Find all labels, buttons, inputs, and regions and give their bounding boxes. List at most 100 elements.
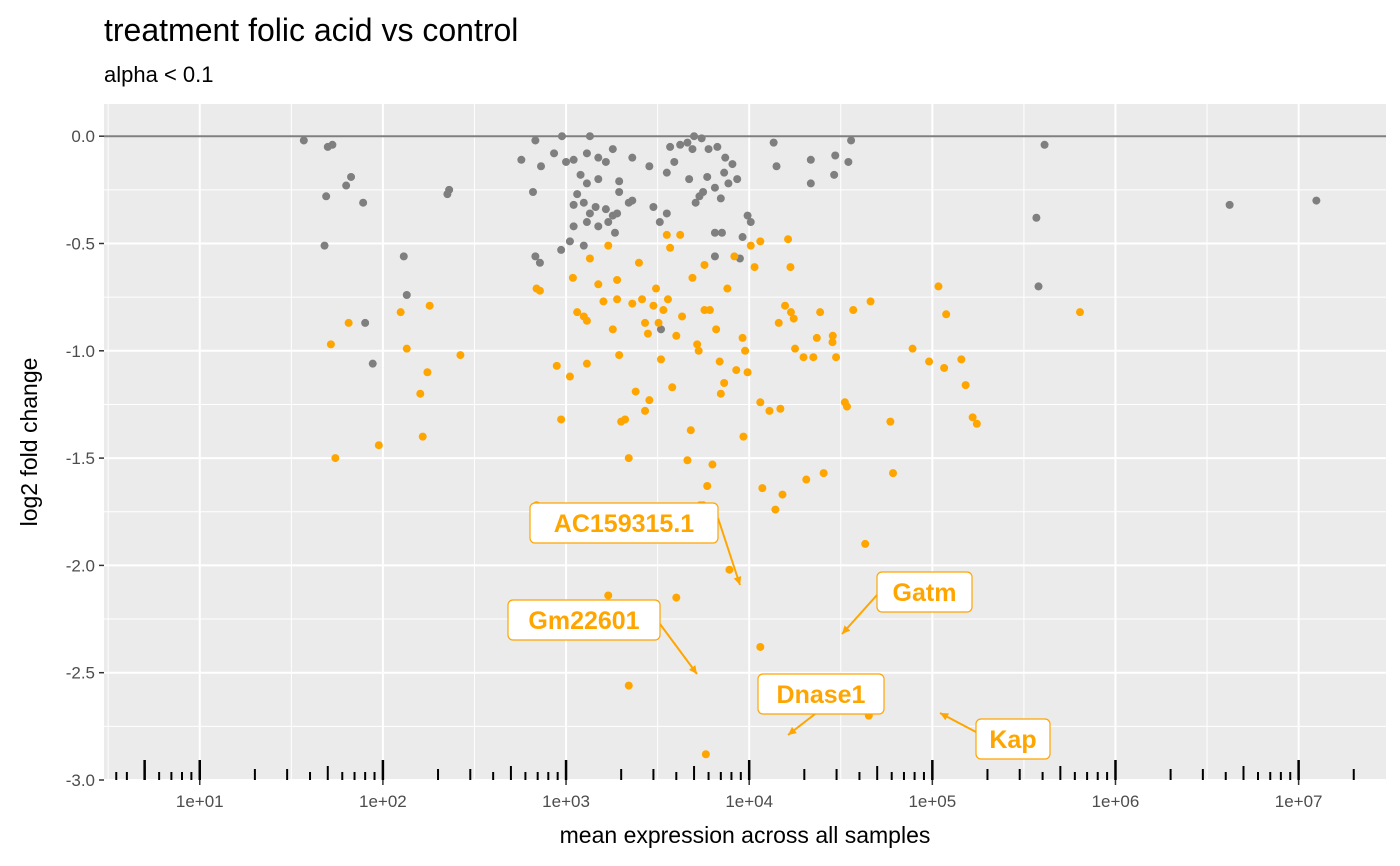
label-arrowhead [842,625,851,634]
non-significant-point [710,228,719,237]
significant-point [423,368,432,377]
chart-title: treatment folic acid vs control [104,12,518,48]
significant-point [552,361,561,370]
non-significant-point [601,157,610,166]
non-significant-point [569,155,578,164]
y-tick-label: -2.0 [66,556,95,575]
significant-point [781,301,790,310]
significant-point [720,378,729,387]
y-tick-label: -1.0 [66,342,95,361]
y-tick-label: -3.0 [66,771,95,790]
labeled-point [672,593,681,602]
significant-point [786,263,795,272]
significant-point [678,312,687,321]
label-connector [717,517,741,586]
non-significant-point [557,132,566,141]
x-tick-label: 1e+07 [1275,792,1323,811]
x-tick-label: 1e+06 [1092,792,1140,811]
significant-point [758,484,767,493]
significant-point [886,417,895,426]
gene-label-gatm: Gatm [841,571,973,635]
significant-point [456,351,465,360]
significant-point [615,351,624,360]
significant-point [778,490,787,499]
label-box [507,599,661,641]
non-significant-point [683,138,692,147]
significant-point [654,318,663,327]
significant-point [765,406,774,415]
significant-point [784,235,793,244]
non-significant-point [594,175,603,184]
non-significant-point [569,222,578,231]
significant-point [715,357,724,366]
non-significant-point [347,172,356,181]
non-significant-point [582,218,591,227]
significant-point [668,383,677,392]
label-box [757,673,885,715]
non-significant-point [710,183,719,192]
non-significant-point [699,187,708,196]
significant-point [849,306,858,315]
non-significant-point [844,157,853,166]
y-tick-label: -2.5 [66,664,95,683]
x-tick-label: 1e+03 [542,792,590,811]
x-axis: 1e+01 1e+02 1e+03 1e+04 1e+05 1e+06 1e+07 [176,780,1323,811]
significant-point [535,286,544,295]
significant-point [416,389,425,398]
non-significant-point [368,359,377,368]
significant-point [732,366,741,375]
non-significant-point [806,155,815,164]
non-significant-point [582,179,591,188]
rug-layer [115,760,1355,780]
y-axis-title: log2 fold change [16,358,42,527]
chart-subtitle: alpha < 0.1 [104,62,213,87]
significant-point [396,308,405,317]
significant-point [756,398,765,407]
non-significant-point [576,170,585,179]
non-significant-point [772,162,781,171]
non-significant-point [565,237,574,246]
non-significant-point [585,209,594,218]
non-significant-point [710,252,719,261]
non-significant-point [531,136,540,145]
non-significant-point [691,198,700,207]
significant-point [657,355,666,364]
significant-point [771,505,780,514]
significant-point [700,260,709,269]
significant-point [861,539,870,548]
non-significant-point [579,241,588,250]
significant-point [743,368,752,377]
significant-point [694,346,703,355]
non-significant-point [443,190,452,199]
significant-point [604,591,613,600]
points-layer [299,132,1321,759]
gene-label-dnase1: Dnase1 [757,673,885,736]
non-significant-point [655,218,664,227]
non-significant-point [716,194,725,203]
significant-point [809,353,818,362]
grid-layer [104,104,1391,781]
significant-point [889,469,898,478]
non-significant-point [628,153,637,162]
significant-point [659,306,668,315]
non-significant-point [704,145,713,154]
non-significant-point [685,175,694,184]
non-significant-point [535,258,544,267]
non-significant-point [1032,213,1041,222]
non-significant-point [582,149,591,158]
plot-panel [104,104,1386,780]
label-connector [841,594,878,635]
labeled-point [624,681,633,690]
label-arrowhead [788,726,797,735]
significant-point [828,338,837,347]
significant-point [344,318,353,327]
non-significant-point [649,203,658,212]
significant-point [573,308,582,317]
significant-point [925,357,934,366]
gene-label-text: Gm22601 [528,607,639,635]
non-significant-point [697,134,706,143]
significant-point [594,280,603,289]
x-tick-label: 1e+01 [176,792,224,811]
significant-point [738,333,747,342]
y-axis: 0.0 -0.5 -1.0 -1.5 -2.0 -2.5 -3.0 [66,127,104,790]
